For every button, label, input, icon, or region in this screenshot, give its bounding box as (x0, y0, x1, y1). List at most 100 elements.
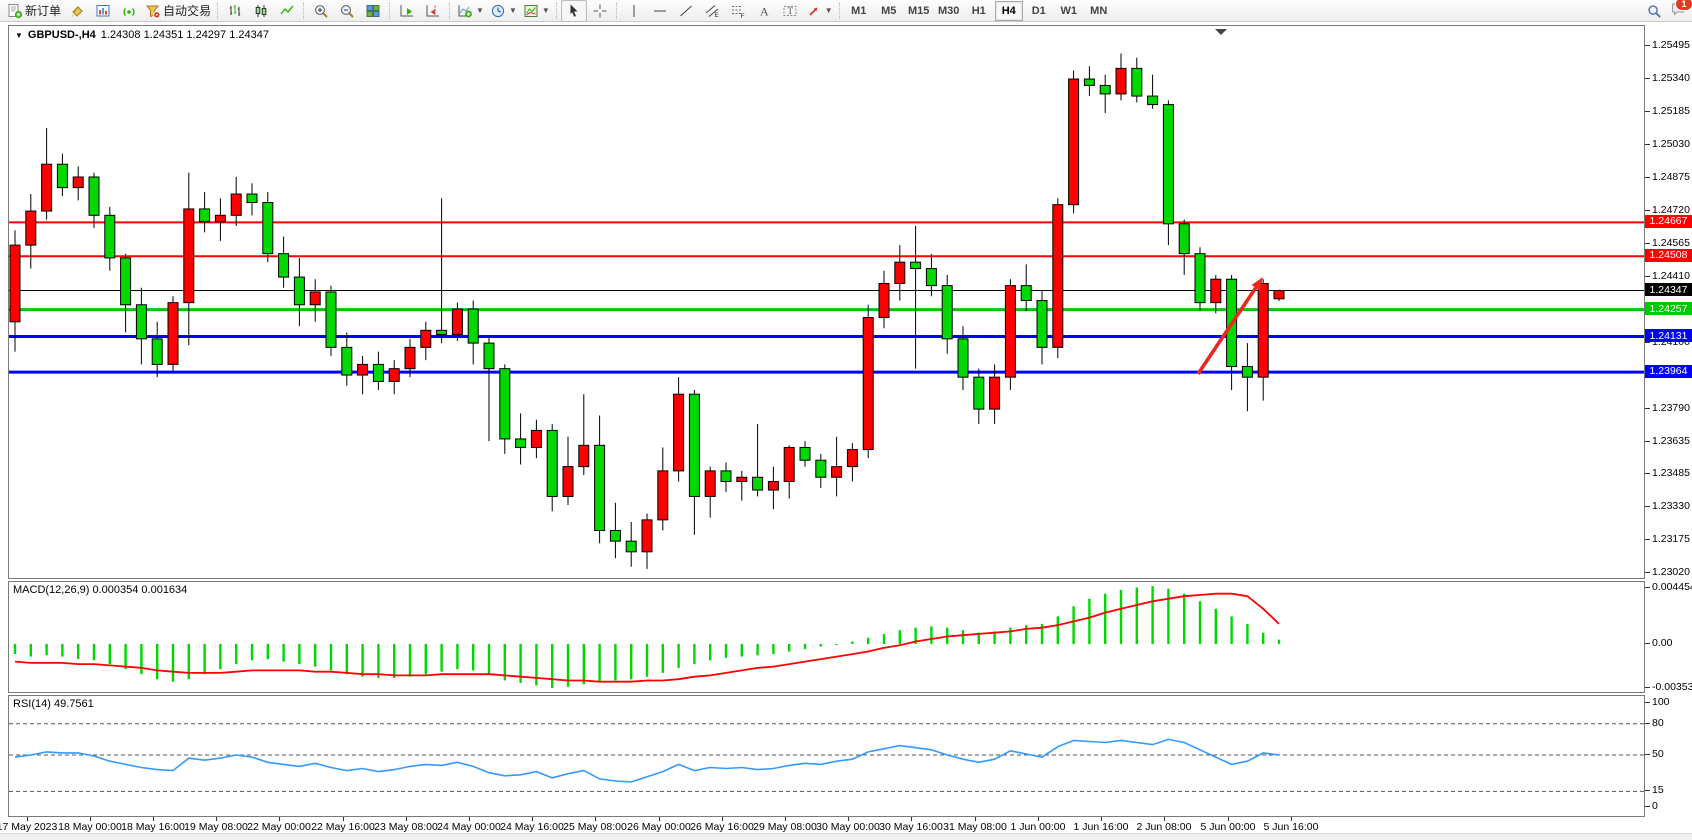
macd-histogram-bar (724, 644, 728, 658)
text-label-button[interactable]: T (777, 0, 803, 22)
bar-chart-icon (229, 4, 241, 16)
price-axis-tick (1645, 111, 1650, 113)
time-axis-tick (975, 817, 976, 821)
timeframe-M30[interactable]: M30 (938, 4, 960, 17)
zoom-in-button[interactable] (308, 0, 334, 22)
macd-histogram-bar (440, 644, 443, 672)
macd-axis-tick (1645, 586, 1650, 588)
candle-up (704, 470, 716, 497)
crosshair-button[interactable] (587, 0, 613, 22)
templates-button[interactable]: ▼ (520, 0, 553, 22)
time-axis-label: 31 May 08:00 (943, 821, 1007, 833)
price-axis-label: 1.23330 (1652, 500, 1690, 513)
timeframe-M1[interactable]: M1 (851, 4, 867, 17)
horizontal-line-button[interactable] (647, 0, 673, 22)
candle-up (1273, 290, 1285, 300)
vertical-line-button[interactable] (621, 0, 647, 22)
main-chart-panel[interactable]: ▼ GBPUSD-,H4 1.24308 1.24351 1.24297 1.2… (8, 25, 1645, 579)
candlestick-chart-button[interactable] (248, 0, 274, 22)
macd-histogram-bar (456, 644, 459, 670)
rsi-panel[interactable]: RSI(14) 49.7561 (8, 695, 1645, 817)
candle-up (1068, 78, 1080, 206)
time-axis-tick (1228, 817, 1229, 821)
candle-up (641, 519, 653, 553)
macd-histogram-bar (13, 644, 17, 655)
text-button[interactable]: A (751, 0, 777, 22)
line-chart-button[interactable] (274, 0, 300, 22)
indicators-button[interactable]: ▼ (454, 0, 487, 22)
time-axis-tick (1291, 817, 1292, 821)
macd-histogram-bar (61, 644, 64, 657)
candle-down (941, 285, 953, 340)
arrows-button[interactable]: ▼ (803, 0, 836, 22)
autotrading-label: 自动交易 (163, 4, 212, 18)
chart-shift-button[interactable] (420, 0, 446, 22)
signals-button[interactable] (116, 0, 142, 22)
price-line-label: 1.23964 (1645, 364, 1692, 378)
price-axis-label: 1.23635 (1652, 435, 1690, 448)
macd-histogram-bar (709, 644, 712, 661)
macd-panel[interactable]: MACD(12,26,9) 0.000354 0.001634 (8, 581, 1645, 693)
new-order-button[interactable]: 新订单 (4, 0, 64, 22)
price-axis-label: 1.23020 (1652, 566, 1690, 579)
time-axis-tick (1101, 817, 1102, 821)
macd-histogram-bar (472, 644, 475, 671)
macd-axis-tick (1645, 687, 1650, 689)
channel-icon: E (705, 4, 719, 19)
styler-button[interactable] (64, 0, 90, 22)
time-axis-label: 19 May 08:00 (184, 821, 248, 833)
timeframe-MN[interactable]: MN (1090, 4, 1108, 17)
macd-histogram-bar (266, 644, 269, 660)
trendline-button[interactable] (673, 0, 699, 22)
candle-up (736, 476, 748, 483)
new-chart-icon (96, 4, 110, 16)
macd-canvas[interactable] (9, 582, 1644, 692)
periods-button[interactable]: ▼ (487, 0, 520, 22)
rsi-canvas[interactable] (9, 696, 1644, 816)
candle-up (862, 317, 874, 451)
bar-chart-button[interactable] (222, 0, 248, 22)
chart-menu-icon[interactable]: ▼ (15, 30, 23, 40)
zoom-out-button[interactable] (334, 0, 360, 22)
search-icon[interactable] (1647, 4, 1662, 19)
macd-axis-label: -0.003533 (1652, 681, 1692, 694)
candle-up (783, 446, 795, 483)
channel-button[interactable]: E (699, 0, 725, 22)
fibonacci-button[interactable]: F (725, 0, 751, 22)
macd-histogram-bar (614, 644, 617, 681)
price-axis-label: 1.25185 (1652, 105, 1690, 118)
price-line-label: 1.24131 (1645, 329, 1692, 342)
timeframe-D1[interactable]: D1 (1031, 4, 1046, 17)
candle-up (167, 302, 179, 365)
macd-histogram-bar (187, 644, 190, 680)
candle-up (404, 346, 416, 370)
macd-histogram-bar (235, 644, 238, 665)
main-chart-canvas[interactable] (9, 26, 1644, 578)
candle-down (262, 202, 274, 255)
crosshair-icon (593, 4, 607, 17)
timeframe-M15[interactable]: M15 (908, 4, 930, 17)
auto-scroll-button[interactable] (394, 0, 420, 22)
cursor-button[interactable] (560, 0, 587, 22)
macd-histogram-bar (519, 644, 522, 683)
timeframe-W1[interactable]: W1 (1060, 4, 1077, 17)
tile-windows-button[interactable] (360, 0, 386, 22)
new-chart-button[interactable] (90, 0, 116, 22)
timeframe-M5[interactable]: M5 (881, 4, 897, 17)
timeframe-H1[interactable]: H1 (971, 4, 986, 17)
svg-text:E: E (714, 12, 719, 19)
rsi-axis-tick (1645, 790, 1650, 792)
price-axis-label: 1.24410 (1652, 270, 1690, 283)
candle-up (562, 466, 574, 497)
chart-shift-marker (1215, 29, 1227, 35)
time-axis[interactable]: 17 May 2023 18 May 00:00 18 May 16:00 19 Ma… (0, 817, 1692, 833)
autotrading-button[interactable]: 自动交易 (142, 0, 214, 22)
macd-histogram-bar (693, 644, 696, 665)
timeframe-H4[interactable]: H4 (994, 0, 1023, 21)
time-axis-tick (279, 817, 280, 821)
notifications-button[interactable]: 1 (1670, 0, 1692, 22)
toolbar-separator (217, 2, 219, 19)
macd-histogram-bar (124, 644, 127, 670)
macd-histogram-bar (108, 644, 111, 665)
price-axis-tick (1645, 144, 1650, 146)
